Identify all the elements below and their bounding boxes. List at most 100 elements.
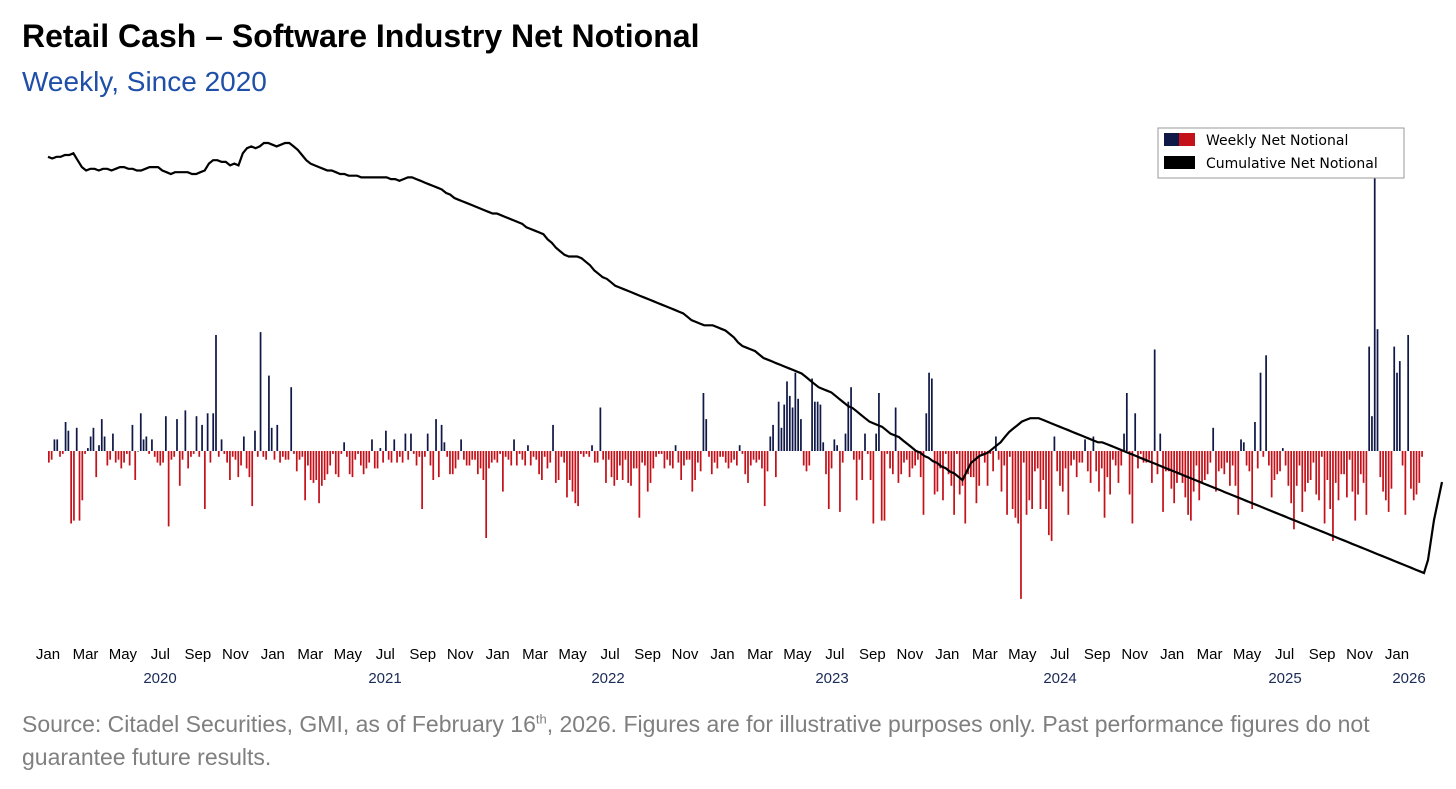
- weekly-bar: [967, 451, 969, 475]
- weekly-bar: [1421, 451, 1423, 457]
- weekly-bar: [348, 451, 351, 475]
- weekly-bar: [248, 451, 251, 478]
- weekly-bar: [1368, 346, 1371, 451]
- weekly-bar: [415, 451, 418, 466]
- weekly-bar: [747, 451, 749, 483]
- weekly-bar: [1332, 451, 1334, 541]
- weekly-bar: [187, 451, 189, 469]
- weekly-bar: [1064, 451, 1067, 469]
- footnote-text-3: do not guarantee future results.: [22, 711, 1370, 770]
- weekly-bar: [744, 451, 747, 475]
- weekly-bar: [240, 451, 242, 466]
- weekly-bar: [1223, 451, 1226, 475]
- weekly-bar: [591, 445, 593, 451]
- x-tick-month: Mar: [747, 646, 773, 663]
- weekly-bar: [1022, 451, 1025, 463]
- x-tick-month: Jan: [1385, 646, 1409, 663]
- weekly-bar: [1098, 451, 1100, 492]
- weekly-bar: [359, 451, 362, 466]
- weekly-bar: [64, 422, 67, 451]
- weekly-bar: [103, 436, 106, 451]
- weekly-bar: [602, 451, 605, 460]
- weekly-bar: [1418, 451, 1421, 483]
- weekly-bar: [922, 451, 925, 515]
- weekly-bar: [568, 451, 571, 480]
- weekly-bar: [181, 451, 184, 460]
- weekly-bar: [802, 451, 805, 466]
- weekly-bar: [159, 451, 162, 466]
- weekly-bar: [1192, 451, 1195, 492]
- weekly-bar: [290, 387, 293, 451]
- weekly-bar: [933, 451, 936, 495]
- weekly-bar: [109, 451, 112, 460]
- weekly-bar: [552, 424, 554, 451]
- weekly-bar: [465, 451, 468, 466]
- weekly-bar: [919, 451, 922, 478]
- weekly-bar: [944, 451, 947, 454]
- weekly-bar: [619, 451, 621, 466]
- weekly-bar: [382, 451, 384, 463]
- weekly-bar: [836, 445, 839, 451]
- weekly-bar: [206, 413, 209, 451]
- weekly-bar: [1137, 451, 1139, 469]
- source-footnote: Source: Citadel Securities, GMI, as of F…: [22, 708, 1437, 774]
- footnote-text-1: Source: Citadel Securities, GMI, as of F…: [22, 711, 536, 737]
- weekly-bar: [396, 451, 398, 463]
- weekly-bar: [148, 451, 151, 454]
- weekly-bar: [532, 451, 535, 457]
- weekly-bar: [1371, 416, 1373, 451]
- weekly-bar: [307, 451, 309, 466]
- weekly-bar: [930, 378, 933, 451]
- weekly-bar: [287, 451, 290, 460]
- weekly-bar: [939, 451, 942, 469]
- weekly-bar: [1201, 451, 1203, 483]
- weekly-bar: [1226, 451, 1228, 463]
- weekly-bar: [251, 451, 254, 507]
- weekly-bar: [1415, 451, 1418, 495]
- weekly-bar: [379, 448, 382, 451]
- weekly-bar: [463, 451, 465, 460]
- weekly-bar: [365, 451, 368, 469]
- weekly-bar: [883, 451, 886, 521]
- weekly-bar: [284, 451, 287, 460]
- x-tick-month: Jul: [825, 646, 844, 663]
- weekly-bar: [1020, 451, 1022, 599]
- weekly-bar: [443, 442, 446, 451]
- weekly-bar: [190, 451, 192, 457]
- weekly-bar: [563, 451, 566, 463]
- weekly-bar: [1376, 329, 1379, 451]
- weekly-bar: [1273, 451, 1276, 480]
- weekly-bar: [1290, 451, 1293, 504]
- weekly-bar: [850, 387, 852, 451]
- weekly-bar: [571, 451, 574, 492]
- weekly-bar: [262, 451, 265, 457]
- weekly-bar: [1373, 161, 1376, 451]
- weekly-bar: [644, 451, 646, 466]
- weekly-bar: [1070, 451, 1072, 466]
- weekly-bar: [791, 407, 794, 451]
- weekly-bar: [1340, 451, 1343, 475]
- weekly-bar: [137, 451, 139, 452]
- weekly-bar: [106, 451, 109, 466]
- weekly-bar: [652, 451, 655, 469]
- weekly-bar: [560, 451, 563, 457]
- weekly-bar: [1215, 451, 1217, 492]
- weekly-bar: [975, 451, 978, 504]
- weekly-bar: [1312, 451, 1315, 463]
- legend-swatch-weekly-navy: [1164, 133, 1179, 146]
- legend-label-weekly: Weekly Net Notional: [1206, 133, 1348, 149]
- weekly-bar: [398, 451, 401, 457]
- weekly-bar: [120, 451, 123, 469]
- weekly-bar: [151, 439, 153, 451]
- weekly-bar: [1100, 451, 1103, 469]
- weekly-bar: [1125, 393, 1128, 451]
- weekly-bar: [585, 451, 588, 454]
- weekly-bar: [362, 451, 365, 475]
- x-tick-month: Sep: [1084, 646, 1111, 663]
- weekly-bar: [964, 451, 967, 524]
- weekly-bar: [1086, 451, 1089, 472]
- x-tick-month: Nov: [672, 646, 699, 663]
- x-tick-year: 2026: [1392, 670, 1425, 687]
- weekly-bar: [502, 451, 504, 492]
- chart-area: Jan Mar May Jul Sep Nov Jan Mar May Jul Sep Nov Jan M…: [36, 127, 1444, 687]
